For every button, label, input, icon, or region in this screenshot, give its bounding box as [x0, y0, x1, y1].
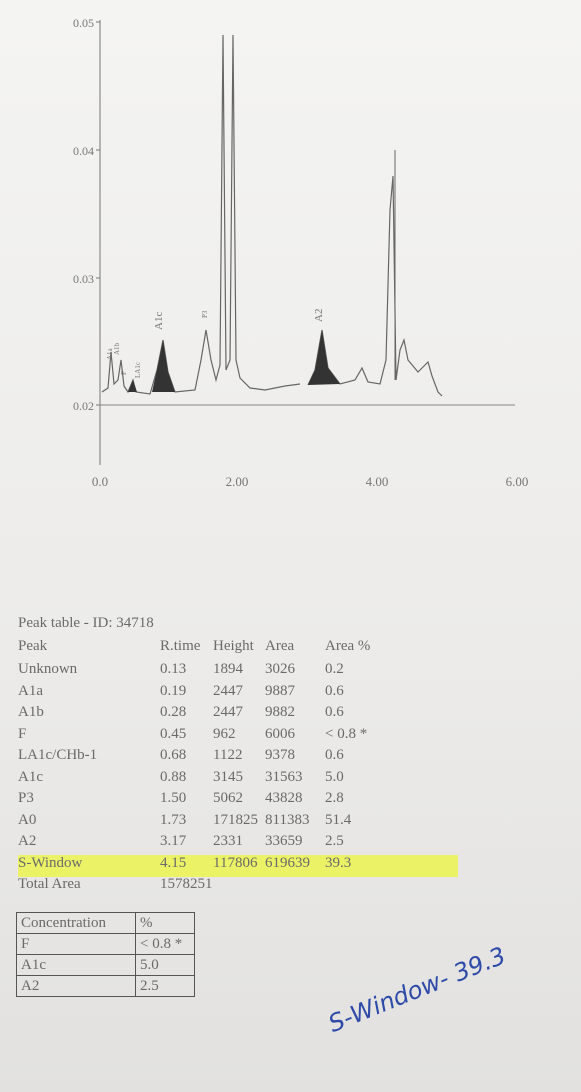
table-row: S-Window 4.15 117806 619639 39.3	[18, 854, 458, 877]
table-cell: Total Area	[18, 876, 81, 892]
table-cell: A1c	[16, 954, 136, 976]
table-cell: 0.19	[160, 682, 187, 699]
table-cell: 0.28	[160, 704, 187, 720]
x-tick-label: 6.00	[506, 474, 529, 489]
table-cell: 51.4	[325, 811, 352, 828]
table-row: A2 2.5	[16, 975, 195, 997]
peak-label: F	[120, 371, 128, 375]
table-cell: 0.6	[325, 704, 344, 720]
table-cell: 1578251	[160, 876, 213, 892]
table-cell: 9882	[265, 704, 295, 720]
table-cell: 1122	[213, 747, 243, 763]
x-tick-label: 4.00	[366, 474, 389, 489]
table-cell: A1c	[18, 768, 43, 785]
table-cell: < 0.8 *	[325, 725, 368, 742]
table-cell: 2331	[213, 833, 243, 849]
table-cell: 811383	[265, 811, 310, 828]
table-cell: 0.88	[160, 768, 187, 785]
table-row: F < 0.8 *	[16, 933, 195, 955]
concentration-table: Concentration% F < 0.8 * A1c 5.0 A2 2.5	[16, 912, 195, 997]
chromatogram: 0.05 0.04 0.03 0.02 0.0 2.00 4.00 6.00 A1a A1b F LA…	[73, 16, 529, 489]
table-cell: 39.3	[325, 854, 352, 871]
y-tick-label: 0.05	[73, 16, 94, 30]
table-cell: 962	[213, 725, 236, 742]
table-cell: Height	[213, 638, 254, 654]
trace	[101, 34, 443, 397]
table-cell: A0	[18, 811, 37, 828]
table-cell: 43828	[265, 790, 303, 806]
table-cell: Area %	[325, 638, 371, 654]
table-cell: 2447	[213, 682, 243, 699]
table-cell: 1.73	[160, 811, 187, 828]
table-cell: 4.15	[160, 854, 187, 871]
table-cell: R.time	[160, 638, 201, 654]
table-cell: 3145	[213, 768, 243, 785]
table-cell: 0.6	[325, 682, 344, 699]
peak-label: A1b	[113, 342, 121, 355]
table-cell: 6006	[265, 725, 295, 742]
table-cell: 117806	[213, 854, 258, 871]
y-tick-label: 0.03	[73, 272, 94, 286]
peak-label: A1c	[153, 312, 165, 330]
table-cell: A1b	[18, 704, 44, 720]
table-cell: F	[18, 725, 27, 742]
table-cell: 5062	[213, 790, 243, 806]
table-row: A1c 5.0	[16, 954, 195, 976]
table-cell: 2.8	[325, 790, 344, 806]
peak-table-title: Peak table - ID: 34718	[18, 615, 154, 631]
peak-label: A1a	[106, 347, 114, 360]
peak-fill	[308, 330, 340, 385]
table-cell: A1a	[18, 682, 43, 699]
y-tick-label: 0.02	[73, 399, 94, 413]
table-cell: Peak	[18, 638, 48, 654]
table-cell: 0.13	[160, 661, 187, 677]
table-cell: S-Window	[18, 854, 83, 871]
table-cell: 3026	[265, 661, 295, 677]
table-cell: 2447	[213, 704, 243, 720]
peak-fill	[152, 340, 175, 392]
table-cell: P3	[18, 790, 34, 806]
y-tick-label: 0.04	[73, 144, 94, 158]
table-cell: Unknown	[18, 661, 78, 677]
table-cell: 0.68	[160, 747, 187, 763]
handwritten-note: S-Window- 39.3	[324, 941, 510, 1038]
table-cell: 0.2	[325, 661, 344, 677]
table-cell: A2	[16, 975, 136, 997]
table-cell: F	[16, 933, 136, 955]
x-tick-label: 0.0	[92, 474, 108, 489]
peak-label: LA1c	[134, 362, 142, 378]
table-cell: 9378	[265, 747, 295, 763]
table-cell: 9887	[265, 682, 295, 699]
table-cell: A2	[18, 833, 37, 849]
table-cell: Area	[265, 638, 295, 654]
x-tick-label: 2.00	[226, 474, 249, 489]
table-cell: 0.45	[160, 725, 187, 742]
peak-label: A2	[313, 309, 325, 322]
table-cell: 5.0	[135, 954, 195, 976]
table-cell: 33659	[265, 833, 303, 849]
peak-fill	[128, 380, 137, 392]
table-cell: 5.0	[325, 768, 344, 785]
table-cell: 0.6	[325, 747, 344, 763]
table-cell: < 0.8 *	[135, 933, 195, 955]
table-cell: Concentration	[16, 912, 136, 934]
table-cell: LA1c/CHb-1	[18, 747, 98, 763]
table-cell: %	[135, 912, 195, 934]
table-cell: 2.5	[325, 833, 344, 849]
table-cell: 1894	[213, 661, 243, 677]
table-cell: 171825	[213, 811, 258, 828]
table-cell: 619639	[265, 854, 310, 871]
table-cell: 31563	[265, 768, 303, 785]
table-row: Concentration%	[16, 912, 195, 934]
table-cell: 3.17	[160, 833, 187, 849]
peak-label: P3	[201, 310, 209, 318]
table-cell: 2.5	[135, 975, 195, 997]
table-cell: 1.50	[160, 790, 187, 806]
